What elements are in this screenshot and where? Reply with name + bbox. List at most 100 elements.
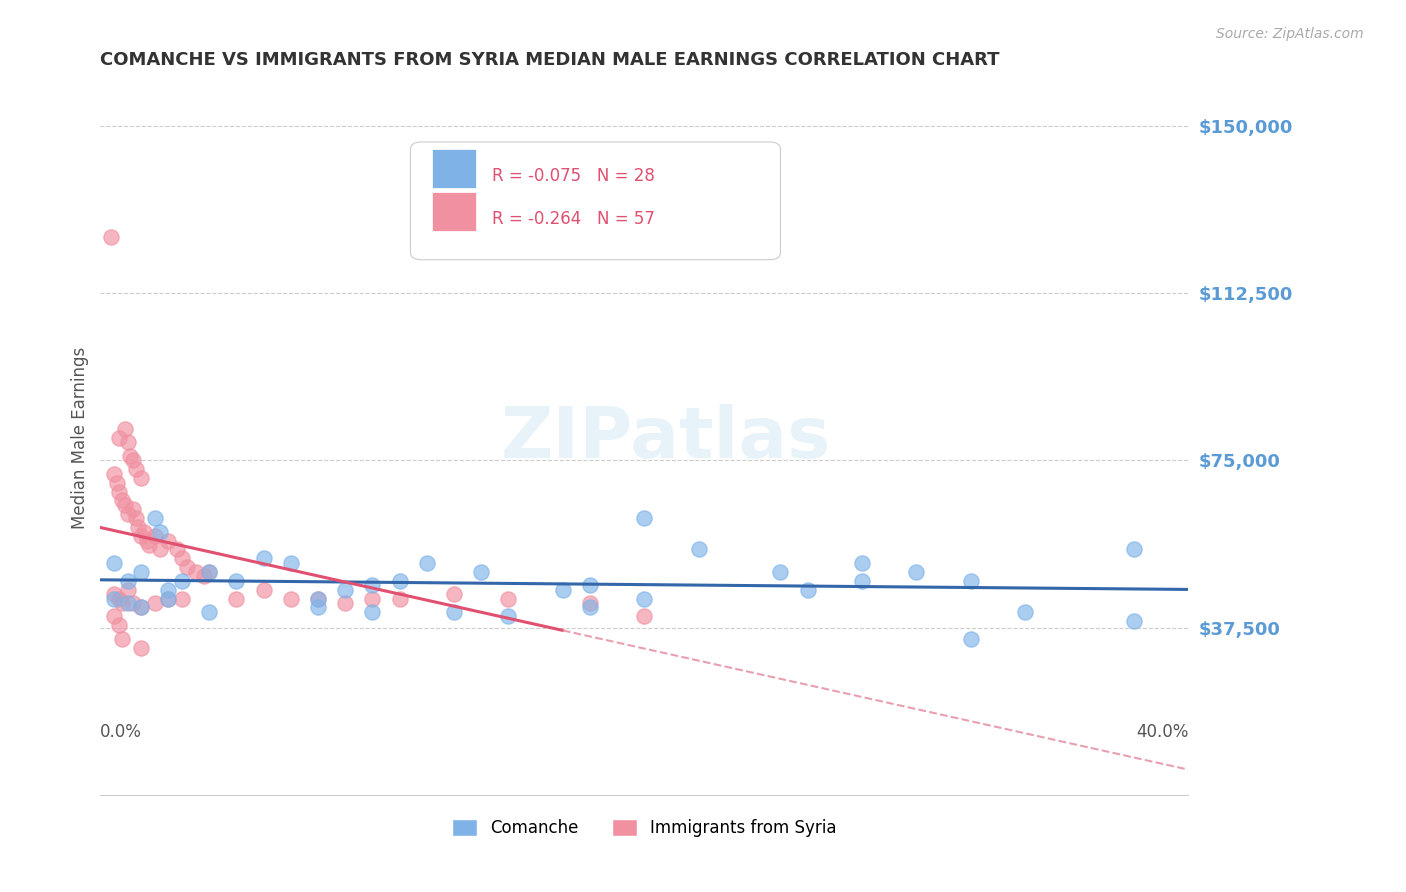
Point [122, 453, 145, 467]
Point [1014, 605, 1036, 619]
Point [443, 605, 465, 619]
Point [120, 449, 142, 463]
Point [166, 542, 188, 557]
Text: R = -0.264   N = 57: R = -0.264 N = 57 [492, 210, 655, 227]
Point [361, 591, 384, 606]
Point [114, 422, 136, 436]
Point [551, 582, 574, 597]
Point [129, 565, 152, 579]
Point [335, 596, 357, 610]
Point [122, 596, 145, 610]
Point [103, 609, 125, 624]
Point [633, 609, 655, 624]
Point [1123, 614, 1146, 628]
Point [193, 569, 215, 583]
Point [307, 600, 329, 615]
Point [117, 582, 139, 597]
Point [498, 591, 520, 606]
Point [851, 556, 873, 570]
Point [184, 565, 207, 579]
Point [416, 556, 439, 570]
Point [388, 574, 411, 588]
Point [143, 529, 166, 543]
Point [103, 591, 125, 606]
Point [633, 511, 655, 525]
Point [198, 565, 221, 579]
Point [127, 520, 149, 534]
Text: Source: ZipAtlas.com: Source: ZipAtlas.com [1216, 27, 1364, 41]
Point [157, 533, 180, 548]
Point [225, 574, 247, 588]
Point [103, 467, 125, 481]
Point [198, 565, 221, 579]
Text: COMANCHE VS IMMIGRANTS FROM SYRIA MEDIAN MALE EARNINGS CORRELATION CHART: COMANCHE VS IMMIGRANTS FROM SYRIA MEDIAN… [100, 51, 1000, 69]
Point [905, 565, 928, 579]
Point [135, 533, 157, 548]
Point [307, 591, 329, 606]
Point [769, 565, 792, 579]
Point [114, 498, 136, 512]
Point [470, 565, 492, 579]
Point [125, 462, 148, 476]
Point [129, 471, 152, 485]
Point [198, 605, 221, 619]
Point [170, 574, 193, 588]
Point [117, 435, 139, 450]
Point [129, 600, 152, 615]
Point [633, 591, 655, 606]
Point [960, 632, 983, 646]
Point [108, 591, 131, 606]
Point [108, 431, 131, 445]
Point [117, 507, 139, 521]
Point [149, 542, 172, 557]
Point [388, 591, 411, 606]
Point [579, 578, 602, 592]
Point [129, 640, 152, 655]
Y-axis label: Median Male Earnings: Median Male Earnings [72, 347, 89, 529]
Point [129, 600, 152, 615]
Point [579, 596, 602, 610]
Point [117, 574, 139, 588]
Point [108, 618, 131, 632]
Point [170, 551, 193, 566]
Point [111, 632, 134, 646]
Point [252, 551, 274, 566]
Point [176, 560, 198, 574]
Point [143, 511, 166, 525]
Point [143, 596, 166, 610]
Text: ZIPatlas: ZIPatlas [501, 403, 831, 473]
Point [280, 556, 302, 570]
Legend: Comanche, Immigrants from Syria: Comanche, Immigrants from Syria [446, 812, 844, 844]
Point [100, 230, 122, 244]
Point [796, 582, 818, 597]
Text: R = -0.075   N = 28: R = -0.075 N = 28 [492, 167, 655, 185]
Point [111, 596, 134, 610]
Text: 0.0%: 0.0% [100, 723, 142, 741]
Point [170, 591, 193, 606]
Point [157, 582, 180, 597]
Point [125, 511, 148, 525]
Point [361, 578, 384, 592]
Text: 40.0%: 40.0% [1136, 723, 1188, 741]
Point [361, 605, 384, 619]
Point [157, 591, 180, 606]
Point [335, 582, 357, 597]
Bar [432, 149, 475, 188]
Bar [432, 192, 475, 231]
Point [157, 591, 180, 606]
Point [280, 591, 302, 606]
Point [225, 591, 247, 606]
Point [498, 609, 520, 624]
Point [103, 556, 125, 570]
Point [111, 493, 134, 508]
Point [108, 484, 131, 499]
Point [443, 587, 465, 601]
Point [252, 582, 274, 597]
Point [117, 596, 139, 610]
Point [149, 524, 172, 539]
Point [103, 587, 125, 601]
Point [579, 600, 602, 615]
Point [138, 538, 160, 552]
FancyBboxPatch shape [411, 142, 780, 260]
Point [1123, 542, 1146, 557]
